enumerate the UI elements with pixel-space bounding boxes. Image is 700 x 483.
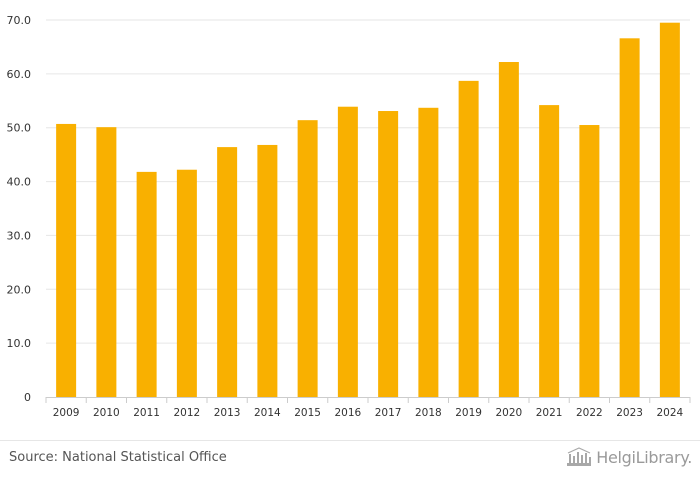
x-tick-label: 2009 xyxy=(53,407,80,419)
y-tick-label: 70.0 xyxy=(7,14,32,27)
bar-2020 xyxy=(498,62,519,397)
y-tick-label: 20.0 xyxy=(7,283,32,296)
x-tick-label: 2016 xyxy=(335,407,362,419)
y-tick-label: 30.0 xyxy=(7,229,32,242)
x-tick-label: 2011 xyxy=(133,407,160,419)
bar-2021 xyxy=(539,105,560,397)
helgi-library-logo[interactable]: HelgiLibrary. xyxy=(566,447,692,467)
x-tick-label: 2010 xyxy=(93,407,120,419)
x-tick-label: 2012 xyxy=(174,407,201,419)
bar-2017 xyxy=(378,111,399,398)
x-tick-label: 2020 xyxy=(496,407,523,419)
bar-2018 xyxy=(418,107,439,397)
x-tick-label: 2013 xyxy=(214,407,241,419)
footer-divider xyxy=(0,440,700,441)
x-tick-label: 2018 xyxy=(415,407,442,419)
bar-2023 xyxy=(619,38,640,397)
logo-text: HelgiLibrary. xyxy=(596,447,692,467)
bar-2022 xyxy=(579,125,600,398)
bar-chart: 0 10.0 20.0 30.0 40.0 50.0 60.0 70.0 2009 2010 201… xyxy=(7,14,691,419)
x-tick-label: 2015 xyxy=(294,407,321,419)
x-tick-label: 2019 xyxy=(455,407,482,419)
bar-2015 xyxy=(297,120,318,397)
bar-2016 xyxy=(337,106,358,398)
bar-2019 xyxy=(458,80,479,397)
x-tick-label: 2022 xyxy=(576,407,603,419)
bar-2010 xyxy=(96,127,117,397)
bar-2009 xyxy=(56,123,77,398)
x-tick-label: 2023 xyxy=(616,407,643,419)
source-note: Source: National Statistical Office xyxy=(9,450,227,465)
library-building-icon xyxy=(567,447,592,466)
x-tick-label: 2024 xyxy=(657,407,684,419)
y-tick-label: 0 xyxy=(24,391,31,404)
y-tick-label: 60.0 xyxy=(7,68,32,81)
x-tick-label: 2017 xyxy=(375,407,402,419)
x-tick-label: 2021 xyxy=(536,407,563,419)
y-tick-label: 40.0 xyxy=(7,176,32,189)
x-tick-label: 2014 xyxy=(254,407,281,419)
bar-2012 xyxy=(176,169,197,397)
y-tick-label: 50.0 xyxy=(7,122,32,135)
y-tick-label: 10.0 xyxy=(7,337,32,350)
bar-2014 xyxy=(257,144,278,397)
bar-2013 xyxy=(217,147,238,397)
bar-2024 xyxy=(659,22,680,397)
bar-2011 xyxy=(136,171,157,397)
